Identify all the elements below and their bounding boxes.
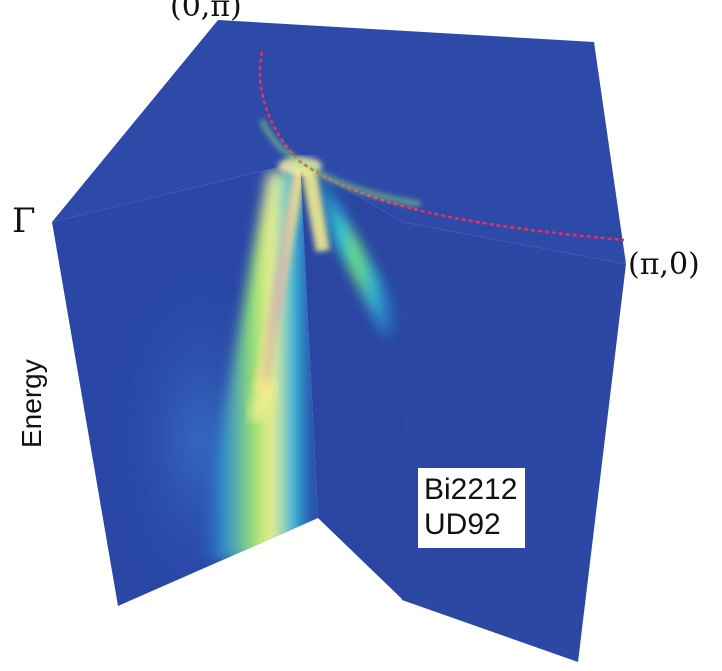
energy-axis-label: Energy xyxy=(16,359,47,448)
front-panel-intensity xyxy=(300,166,403,340)
left-panel-intensity xyxy=(120,168,318,606)
gamma-point-label: Γ xyxy=(12,201,36,241)
zone-corner-right-label: (π,0) xyxy=(628,247,700,282)
sample-name: Bi2212 xyxy=(424,473,518,506)
fermi-surface-halo xyxy=(259,119,421,207)
zone-corner-top-label: (0,π) xyxy=(170,0,242,24)
sample-doping: UD92 xyxy=(424,507,501,541)
right-panel xyxy=(402,222,626,662)
top-plane-fermi-map xyxy=(52,20,626,264)
front-panel xyxy=(300,162,403,600)
sample-label-box: Bi2212 UD92 xyxy=(418,468,526,548)
